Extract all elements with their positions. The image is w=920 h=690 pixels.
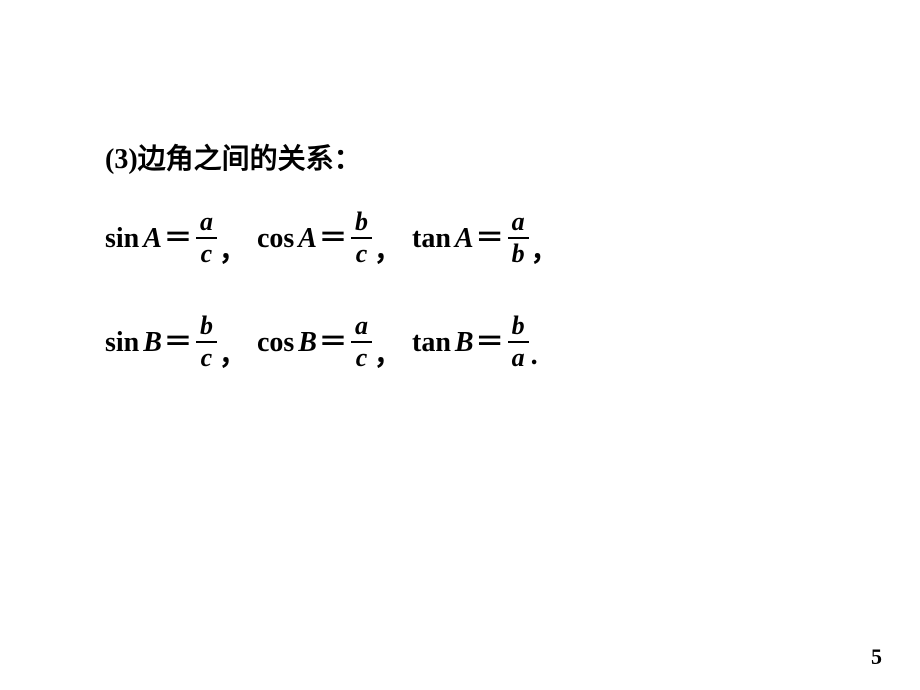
term-tan-b: tan B ＝ b a [412,313,531,371]
equals-sign: ＝ [476,323,504,362]
denominator: c [352,241,372,267]
equals-sign: ＝ [319,219,347,258]
term-cos-a: cos A ＝ b c [257,209,374,267]
numerator: b [196,313,217,339]
angle-label: B [143,323,162,362]
fraction: a c [196,209,217,267]
fraction: b c [196,313,217,371]
func-label: tan [412,323,451,362]
equation-row-a: sin A ＝ a c ， cos A ＝ b c ， tan A ＝ [105,203,805,273]
angle-label: B [455,323,474,362]
fraction: b c [351,209,372,267]
separator: ， [219,232,247,271]
fraction: a b [508,209,529,267]
angle-label: B [298,323,317,362]
func-label: cos [257,219,294,258]
numerator: b [351,209,372,235]
page-number: 5 [871,644,882,670]
term-cos-b: cos B ＝ a c [257,313,374,371]
equals-sign: ＝ [164,323,192,362]
equals-sign: ＝ [164,219,192,258]
equals-sign: ＝ [476,219,504,258]
equals-sign: ＝ [319,323,347,362]
fraction: b a [508,313,529,371]
numerator: b [508,313,529,339]
term-tan-a: tan A ＝ a b [412,209,531,267]
denominator: b [508,241,529,267]
numerator: a [196,209,217,235]
angle-label: A [298,219,317,258]
func-label: sin [105,219,139,258]
separator: ， [374,336,402,375]
denominator: a [508,345,529,371]
separator: ， [531,232,559,271]
equation-row-b: sin B ＝ b c ， cos B ＝ a c ， tan B ＝ [105,307,805,377]
func-label: sin [105,323,139,362]
section-heading: (3)边角之间的关系： [105,140,805,179]
slide-content: (3)边角之间的关系： sin A ＝ a c ， cos A ＝ b c ， … [105,140,805,411]
fraction: a c [351,313,372,371]
angle-label: A [143,219,162,258]
separator: ， [219,336,247,375]
term-sin-b: sin B ＝ b c [105,313,219,371]
func-label: cos [257,323,294,362]
denominator: c [197,241,217,267]
term-sin-a: sin A ＝ a c [105,209,219,267]
angle-label: A [455,219,474,258]
func-label: tan [412,219,451,258]
denominator: c [197,345,217,371]
numerator: a [508,209,529,235]
numerator: a [351,313,372,339]
denominator: c [352,345,372,371]
terminator: . [531,336,538,375]
separator: ， [374,232,402,271]
